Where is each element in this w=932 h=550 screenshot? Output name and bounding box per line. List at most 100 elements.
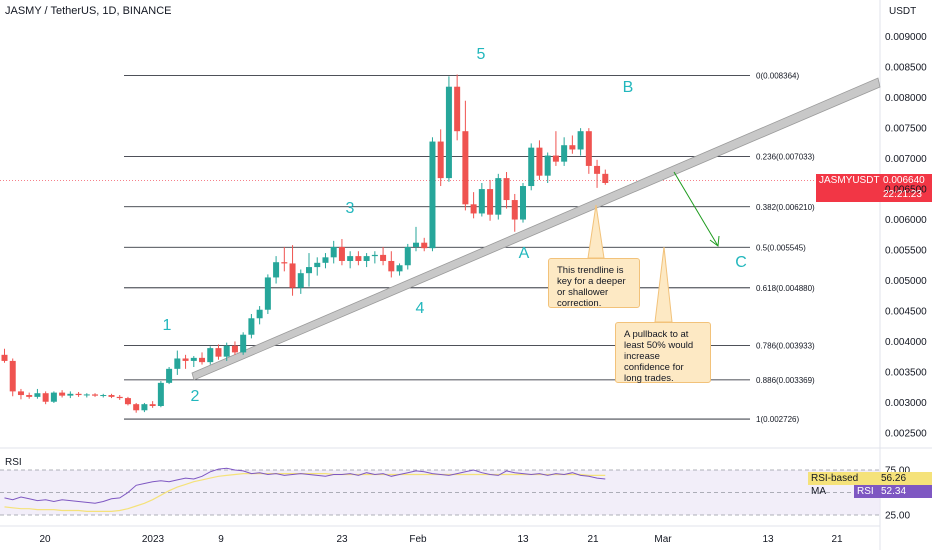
price-tick-label: 0.005000 [885,276,927,287]
candle-body [338,246,345,261]
candle-body [544,155,551,176]
rsi-label: RSI [854,485,878,498]
wave-label[interactable]: 3 [346,200,355,217]
candle-body [487,189,494,215]
time-tick-label: 20 [39,534,51,545]
candle-body [429,141,436,249]
candle-body [519,186,526,220]
price-tick-label: 0.003000 [885,398,927,409]
fib-level-label: 0.786(0.003933) [756,342,815,351]
candle-body [478,189,485,214]
candle-body [363,256,370,261]
time-tick-label: 23 [336,534,348,545]
candle-body [9,360,16,392]
candle-body [190,357,197,361]
candle-body [273,262,280,278]
candle-body [133,404,140,411]
candle-body [223,345,230,357]
price-tag-value: 0.006640 [883,175,925,186]
price-tick-label: 0.005500 [885,246,927,257]
candle-body [83,394,90,396]
candle-body [297,273,304,288]
candle-body [75,393,82,396]
time-tick-label: Feb [409,534,427,545]
trendline-callout[interactable]: This trendline is key for a deeper or sh… [548,258,640,309]
candle-body [421,242,428,249]
wave-label[interactable]: 5 [477,46,486,63]
fib-level-label: 0(0.008364) [756,72,799,81]
wave-label[interactable]: 2 [191,388,200,405]
wave-label[interactable]: 4 [416,300,425,317]
time-tick-label: 2023 [142,534,165,545]
price-tick-label: 0.008000 [885,93,927,104]
candle-body [594,165,601,174]
candle-body [17,391,24,396]
time-tick-label: 9 [218,534,224,545]
wave-label[interactable]: A [519,245,530,262]
fib-level-label: 0.5(0.005545) [756,243,806,252]
candle-body [577,131,584,150]
time-axis[interactable]: 20 2023 9 23 Feb 13 21 Mar 13 21 [39,534,843,545]
candle-body [454,86,461,132]
fib-level-label: 0.886(0.003369) [756,376,815,385]
rsi-value: 52.34 [878,485,932,498]
trendline-band[interactable] [191,77,881,381]
wave-label[interactable]: C [735,254,747,271]
annotations[interactable] [587,171,720,323]
candle-body [437,141,444,179]
candle-body [50,392,57,402]
price-tick-label: 0.004000 [885,337,927,348]
trendline-callout-pointer [587,204,605,259]
price-tick-label: 0.008500 [885,63,927,74]
price-tick-label: 0.003500 [885,367,927,378]
pullback-callout[interactable]: A pullback to at least 50% would increas… [615,322,711,384]
candle-body [215,348,222,357]
fib-level-label: 0.382(0.006210) [756,203,815,212]
rsi-title: RSI [5,457,22,468]
price-tick-label: 0.002500 [885,428,927,439]
time-tick-label: 13 [517,534,529,545]
candle-body [231,345,238,353]
candle-body [108,395,115,397]
candle-body [413,242,419,247]
wave-labels[interactable]: 1 2 3 4 5 A B C [163,46,747,405]
candle-body [462,131,469,205]
candle-body [552,155,559,162]
projection-arrow-line[interactable] [673,171,719,247]
price-axis[interactable]: USDT 0.009000 0.008500 0.008000 0.007500 0.00… [885,6,927,439]
wave-label[interactable]: 1 [163,317,172,334]
candle-body [585,131,592,166]
symbol-title[interactable]: JASMY / TetherUS, 1D, BINANCE [5,5,172,17]
rsi-tick-label: 75.00 [885,466,910,477]
candle-body [92,394,99,396]
rsi-pane[interactable]: 75.00 25.00 [0,466,910,522]
candle-body [314,262,321,268]
fibonacci-retracement[interactable]: 0(0.008364) 0.236(0.007033) 0.382(0.006210… [124,72,815,425]
wave-label[interactable]: B [623,79,634,96]
price-tag-symbol: JASMYUSDT [819,175,880,186]
pullback-callout-pointer [654,246,673,323]
candle-body [602,173,609,183]
candle-body [470,204,477,214]
candle-body [371,254,378,257]
candle-body [355,256,362,261]
candle-body [174,358,181,369]
price-tick-label: 0.007500 [885,124,927,135]
candle-body [141,404,148,411]
candle-body [289,263,296,288]
price-tick-label: 0.006000 [885,215,927,226]
rsi-line [4,467,606,504]
price-tick-label: 0.006500 [885,185,927,196]
candle-body [34,393,41,397]
price-tick-label: 0.004500 [885,306,927,317]
fib-level-label: 0.236(0.007033) [756,153,815,162]
projection-arrow-head [709,235,720,247]
candle-body [281,262,288,264]
currency-label: USDT [889,6,916,17]
trendline-channel[interactable] [191,77,881,381]
time-tick-label: Mar [654,534,672,545]
price-tick-label: 0.007000 [885,154,927,165]
rsi-ma-label: RSI-based MA [808,472,878,497]
